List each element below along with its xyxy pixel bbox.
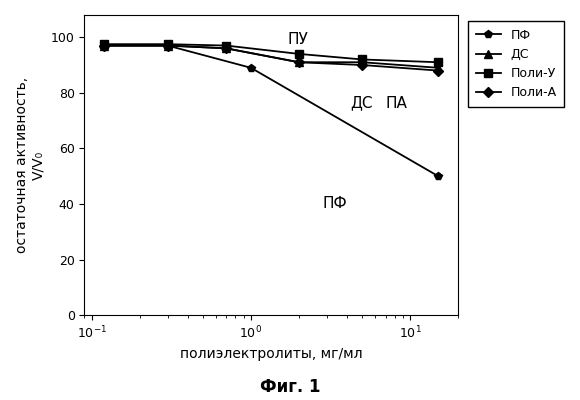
Legend: ПФ, ДС, Поли-У, Поли-А: ПФ, ДС, Поли-У, Поли-А [468, 21, 564, 107]
Text: ПУ: ПУ [288, 32, 309, 47]
ДС [359, 60, 366, 65]
Поли-А [101, 43, 108, 48]
ПФ [435, 174, 442, 178]
Поли-У [164, 42, 171, 46]
Text: Фиг. 1: Фиг. 1 [260, 378, 320, 396]
ДС [164, 43, 171, 48]
ПФ [248, 65, 255, 70]
ДС [223, 46, 230, 51]
Поли-А [435, 68, 442, 73]
ПФ [164, 43, 171, 48]
Text: ПА: ПА [386, 96, 407, 110]
Text: ДС: ДС [350, 96, 373, 110]
Поли-У [101, 42, 108, 46]
Поли-У [435, 60, 442, 65]
Поли-У [295, 52, 302, 56]
Поли-У [223, 43, 230, 48]
Line: Поли-У: Поли-У [100, 40, 443, 66]
Поли-А [164, 43, 171, 48]
Line: ДС: ДС [100, 42, 443, 72]
X-axis label: полиэлектролиты, мг/мл: полиэлектролиты, мг/мл [180, 347, 362, 361]
Поли-А [223, 46, 230, 51]
Line: Поли-А: Поли-А [101, 42, 442, 74]
ДС [435, 65, 442, 70]
Поли-У [359, 57, 366, 62]
Поли-А [295, 60, 302, 65]
Поли-А [359, 63, 366, 68]
ДС [295, 60, 302, 65]
Line: ПФ: ПФ [100, 42, 443, 180]
ПФ [101, 43, 108, 48]
Text: ПФ: ПФ [322, 196, 347, 211]
ДС [101, 43, 108, 48]
Y-axis label: остаточная активность,
V/V₀: остаточная активность, V/V₀ [15, 77, 45, 253]
